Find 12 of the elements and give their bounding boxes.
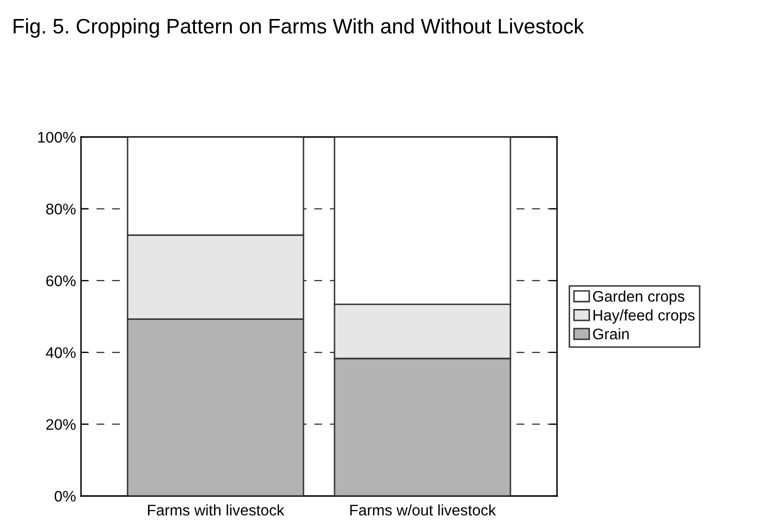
y-tick-label: 60% — [46, 275, 76, 286]
legend-label: Garden crops — [593, 290, 684, 305]
legend-label: Hay/feed crops — [594, 309, 695, 324]
y-tick-label: 0% — [54, 490, 76, 502]
y-tick-label: 100% — [38, 132, 76, 143]
y-tick-label: 40% — [46, 347, 76, 358]
legend-label: Grain — [593, 328, 629, 340]
x-tick-label: Farms w/out livestock — [350, 504, 496, 516]
x-tick-label: Farms with livestock — [148, 504, 284, 516]
chart-title: Fig. 5. Cropping Pattern on Farms With and Without Livestock — [14, 18, 584, 38]
y-tick-label: 80% — [46, 204, 76, 214]
y-tick-label: 20% — [46, 419, 76, 430]
